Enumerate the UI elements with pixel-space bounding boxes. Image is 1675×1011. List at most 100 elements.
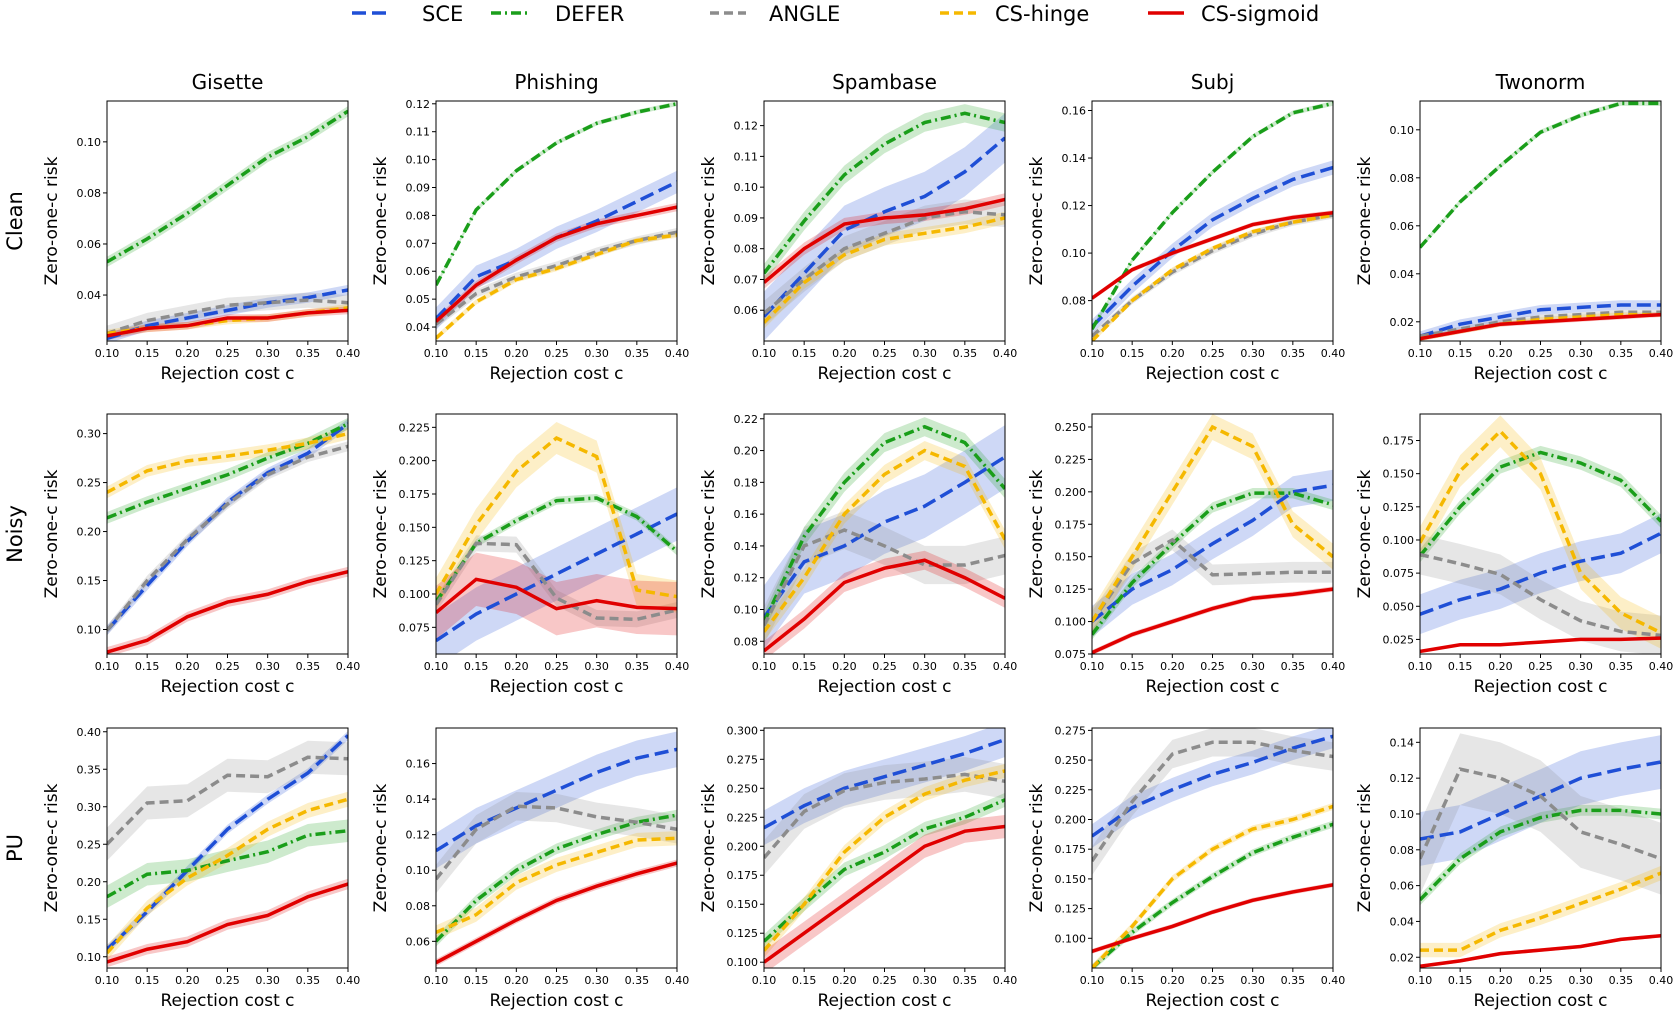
band-sce <box>436 487 677 654</box>
subplot-clean-twonorm: Twonorm 0.10 0.15 0.20 0.25 0.30 0.35 0.40 0.02 0… <box>1355 70 1673 384</box>
x-tick-label: 0.10 <box>95 660 120 673</box>
y-tick-label: 0.18 <box>734 476 759 489</box>
x-tick-label: 0.30 <box>584 974 609 987</box>
y-axis-label: Zero-one-c risk <box>1027 156 1047 285</box>
y-tick-label: 0.10 <box>734 181 759 194</box>
line-cs-hinge <box>107 431 348 494</box>
subplot-noisy-twonorm: 0.10 0.15 0.20 0.25 0.30 0.35 0.40 0.025 0.050 0.… <box>1355 413 1673 697</box>
x-tick-label: 0.30 <box>1240 974 1265 987</box>
y-tick-label: 0.150 <box>727 898 759 911</box>
y-tick-label: 0.025 <box>1383 633 1415 646</box>
y-tick-label: 0.14 <box>734 540 759 553</box>
x-tick-label: 0.20 <box>1160 347 1185 360</box>
y-tick-label: 0.075 <box>1383 567 1415 580</box>
y-tick-label: 0.08 <box>1062 295 1087 308</box>
y-tick-label: 0.02 <box>1390 316 1415 329</box>
legend-item-defer: DEFER <box>491 2 624 26</box>
band-sce <box>764 113 1005 341</box>
band-defer <box>1420 445 1661 563</box>
legend-label: CS-hinge <box>995 2 1089 26</box>
x-tick-label: 0.30 <box>1240 660 1265 673</box>
band-cs-hinge <box>1420 415 1661 649</box>
x-tick-label: 0.30 <box>912 347 937 360</box>
subplot-clean-gisette: Gisette 0.10 0.15 0.20 0.25 0.30 0.35 0.40 0.04 0… <box>42 70 360 384</box>
y-tick-label: 0.16 <box>734 508 759 521</box>
x-tick-label: 0.15 <box>464 660 489 673</box>
band-angle <box>1420 534 1661 654</box>
plot-area <box>764 417 1005 654</box>
subplot-clean-phishing: Phishing 0.10 0.15 0.20 0.25 0.30 0.35 0.40 0.04… <box>371 70 689 384</box>
y-tick-label: 0.175 <box>1055 518 1087 531</box>
x-tick-label: 0.15 <box>1120 660 1145 673</box>
y-tick-label: 0.10 <box>734 603 759 616</box>
x-axis-label: Rejection cost c <box>160 677 294 697</box>
x-axis-label: Rejection cost c <box>1473 991 1607 1011</box>
x-tick-label: 0.35 <box>296 347 321 360</box>
x-tick-label: 0.20 <box>175 974 200 987</box>
x-axis-label: Rejection cost c <box>1473 364 1607 384</box>
y-tick-label: 0.14 <box>406 793 431 806</box>
x-tick-label: 0.30 <box>1240 347 1265 360</box>
y-tick-label: 0.100 <box>1055 932 1087 945</box>
x-axis-label: Rejection cost c <box>817 677 951 697</box>
y-axis-label: Zero-one-c risk <box>699 469 719 598</box>
band-defer <box>107 417 348 524</box>
subplot-clean-subj: Subj 0.10 0.15 0.20 0.25 0.30 0.35 0.40 0.08 0.10… <box>1027 70 1345 384</box>
x-tick-label: 0.35 <box>296 660 321 673</box>
x-tick-label: 0.25 <box>544 347 569 360</box>
band-defer <box>107 819 348 908</box>
y-tick-label: 0.075 <box>399 621 431 634</box>
plot-area <box>1420 733 1661 968</box>
x-tick-label: 0.30 <box>255 974 280 987</box>
x-axis-label: Rejection cost c <box>1145 364 1279 384</box>
x-tick-label: 0.30 <box>255 660 280 673</box>
row-label: Noisy <box>3 505 27 563</box>
y-tick-label: 0.15 <box>77 575 102 588</box>
y-tick-label: 0.225 <box>727 811 759 824</box>
y-tick-label: 0.150 <box>1383 468 1415 481</box>
x-tick-label: 0.15 <box>464 974 489 987</box>
plot-area <box>1092 414 1333 654</box>
y-tick-label: 0.14 <box>1390 736 1415 749</box>
y-tick-label: 0.06 <box>406 265 431 278</box>
band-sce <box>1092 728 1333 848</box>
x-tick-label: 0.20 <box>175 660 200 673</box>
legend-label: ANGLE <box>769 2 840 26</box>
band-cs-hinge <box>764 763 1005 958</box>
band-angle <box>436 535 677 628</box>
y-tick-label: 0.125 <box>727 927 759 940</box>
subplot-title: Phishing <box>514 70 598 94</box>
y-tick-label: 0.05 <box>406 293 431 306</box>
y-tick-label: 0.10 <box>77 951 102 964</box>
y-tick-label: 0.12 <box>406 98 431 111</box>
y-tick-label: 0.050 <box>1383 600 1415 613</box>
x-tick-label: 0.20 <box>175 347 200 360</box>
x-tick-label: 0.15 <box>792 347 817 360</box>
x-axis-label: Rejection cost c <box>489 677 623 697</box>
x-tick-label: 0.20 <box>832 974 857 987</box>
x-tick-label: 0.10 <box>95 347 120 360</box>
band-angle <box>107 292 348 341</box>
y-tick-label: 0.08 <box>734 635 759 648</box>
band-cs-hinge <box>107 791 348 961</box>
band-defer <box>1420 101 1661 250</box>
x-axis-label: Rejection cost c <box>489 364 623 384</box>
y-tick-label: 0.225 <box>1055 453 1087 466</box>
x-axis-label: Rejection cost c <box>817 364 951 384</box>
y-tick-label: 0.20 <box>77 876 102 889</box>
y-tick-label: 0.06 <box>1390 880 1415 893</box>
x-tick-label: 0.25 <box>1200 660 1225 673</box>
y-tick-label: 0.16 <box>406 758 431 771</box>
x-tick-label: 0.20 <box>1488 660 1513 673</box>
x-tick-label: 0.40 <box>1321 660 1346 673</box>
band-angle <box>1092 211 1333 340</box>
y-tick-label: 0.275 <box>727 753 759 766</box>
x-tick-label: 0.20 <box>832 660 857 673</box>
y-tick-label: 0.300 <box>727 724 759 737</box>
y-tick-label: 0.100 <box>1055 616 1087 629</box>
y-tick-label: 0.150 <box>1055 873 1087 886</box>
y-axis-label: Zero-one-c risk <box>42 156 62 285</box>
x-tick-label: 0.30 <box>584 660 609 673</box>
x-tick-label: 0.20 <box>504 347 529 360</box>
